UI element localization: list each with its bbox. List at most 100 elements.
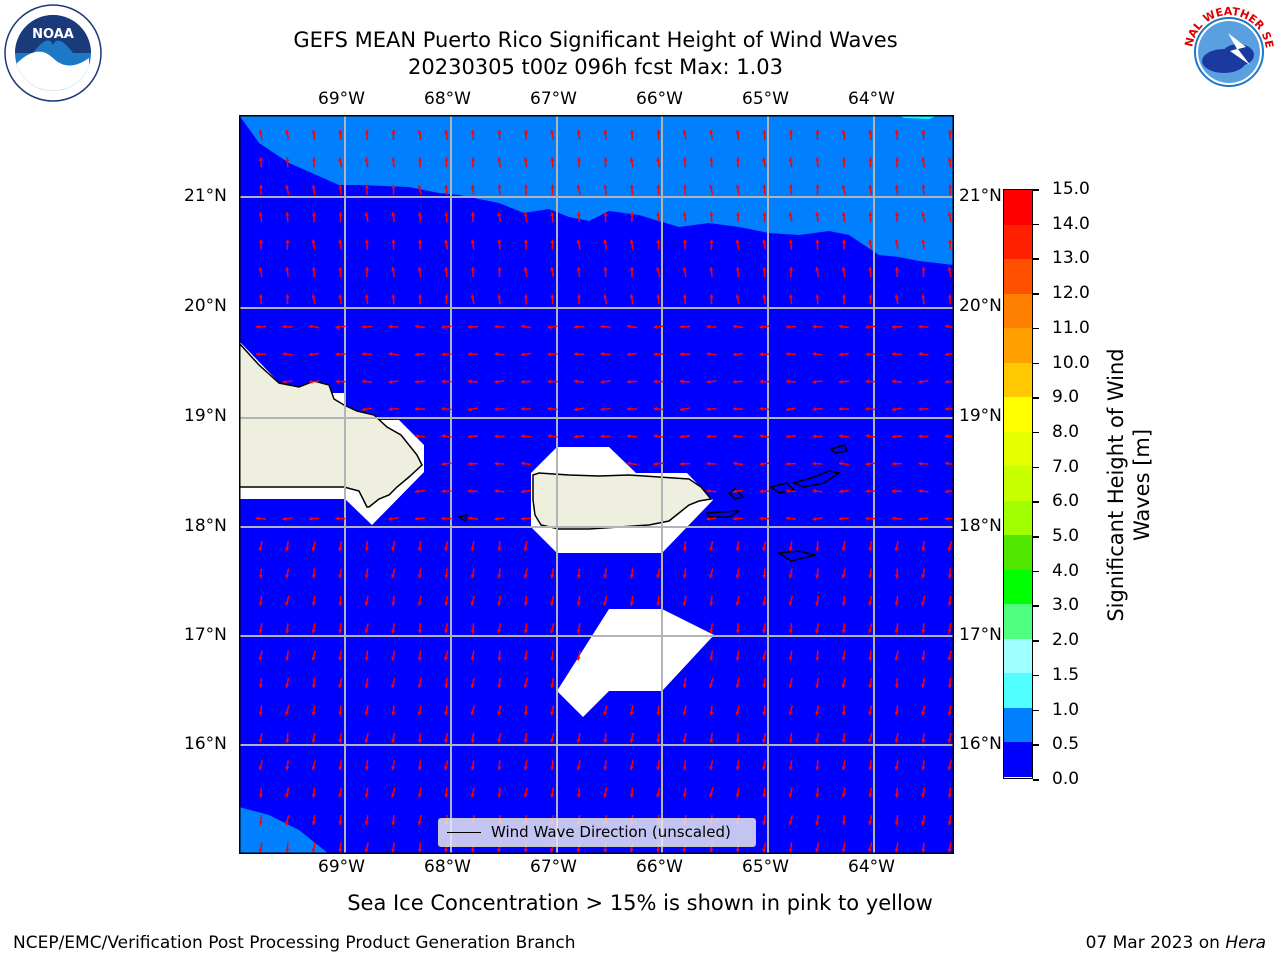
wind-wave-arrow <box>388 379 399 384</box>
wind-wave-arrow <box>391 623 396 634</box>
wind-wave-arrow <box>812 351 823 357</box>
wind-wave-arrow <box>682 732 687 743</box>
wind-wave-arrow <box>759 461 770 467</box>
wind-wave-arrow <box>921 129 926 141</box>
wind-wave-arrow <box>815 157 820 168</box>
wind-wave-arrow <box>868 732 873 743</box>
wind-wave-arrow <box>656 568 661 579</box>
wind-wave-arrow <box>335 379 346 384</box>
wind-wave-arrow <box>841 157 847 168</box>
colorbar-segment <box>1004 466 1032 502</box>
wind-wave-arrow <box>523 184 529 195</box>
wind-wave-arrow <box>891 489 903 494</box>
wind-wave-arrow <box>282 516 293 521</box>
wind-wave-arrow <box>364 705 369 716</box>
wind-wave-arrow <box>285 842 290 853</box>
wind-wave-arrow <box>258 212 263 223</box>
wind-wave-arrow <box>815 677 820 689</box>
wind-wave-arrow <box>868 760 873 771</box>
colorbar-tick-mark <box>1033 674 1039 677</box>
wind-wave-arrow <box>656 760 661 771</box>
wind-wave-arrow <box>391 650 396 661</box>
wind-wave-arrow <box>788 732 793 743</box>
wind-wave-arrow <box>258 677 264 689</box>
wind-wave-arrow <box>868 595 873 606</box>
wind-wave-arrow <box>308 379 320 384</box>
wind-wave-arrow <box>682 705 687 716</box>
wind-wave-arrow <box>682 787 687 798</box>
lat-label-right: 16°N <box>959 734 1002 754</box>
wind-wave-arrow <box>918 351 929 357</box>
wind-wave-arrow <box>732 434 744 439</box>
wind-wave-arrow <box>894 732 899 743</box>
lon-label-top: 67°W <box>530 89 577 109</box>
wind-wave-arrow <box>361 352 373 357</box>
colorbar-tick-label: 5.0 <box>1052 526 1080 547</box>
wind-wave-arrow <box>921 842 926 853</box>
colorbar-segment <box>1004 362 1032 398</box>
lon-label-bottom: 69°W <box>318 857 365 877</box>
wind-wave-arrow <box>388 407 399 412</box>
wind-wave-arrow <box>921 705 926 716</box>
wind-wave-arrow <box>600 351 611 357</box>
wind-wave-arrow <box>285 677 290 689</box>
wind-wave-arrow <box>921 787 926 798</box>
wind-wave-arrow <box>788 568 793 579</box>
wind-wave-arrow <box>603 239 608 250</box>
wind-wave-arrow <box>364 129 370 141</box>
colorbar-tick-label: 15.0 <box>1052 179 1090 199</box>
wind-wave-arrow <box>391 705 396 716</box>
wind-wave-arrow <box>762 239 767 250</box>
wind-wave-arrow <box>735 677 740 689</box>
wind-wave-arrow <box>759 489 770 494</box>
wind-wave-arrow <box>812 461 823 466</box>
wind-wave-arrow <box>656 705 661 716</box>
colorbar-tick-label: 1.0 <box>1052 699 1080 720</box>
wind-wave-arrow <box>550 129 555 141</box>
graticule <box>239 115 954 854</box>
wind-wave-arrow <box>576 568 582 579</box>
wind-wave-arrow <box>894 239 899 250</box>
lon-label-top: 64°W <box>848 89 895 109</box>
colorbar-tick-label: 7.0 <box>1052 456 1080 477</box>
wind-wave-arrow <box>338 814 343 826</box>
wind-wave-arrow <box>467 379 479 384</box>
wind-wave-arrow <box>388 351 399 357</box>
wind-wave-arrow <box>735 760 740 771</box>
lon-label-top: 65°W <box>742 89 789 109</box>
wind-wave-arrow <box>414 379 426 384</box>
noaa-logo-text: NOAA <box>32 27 74 42</box>
wind-wave-arrow <box>311 623 316 634</box>
wind-wave-arrow <box>285 705 290 716</box>
colorbar-tick-mark <box>1033 536 1039 538</box>
wind-wave-arrow <box>255 516 267 521</box>
wind-wave-arrow <box>868 568 873 579</box>
wind-wave-arrow <box>467 516 479 521</box>
wind-wave-arrow <box>762 184 767 195</box>
colorbar-segment <box>1004 707 1032 743</box>
wind-wave-arrow <box>285 157 290 168</box>
wind-wave-arrow <box>338 650 343 661</box>
wind-wave-arrow <box>682 568 687 579</box>
wind-wave-arrow <box>338 184 343 195</box>
wind-wave-arrow <box>497 623 502 634</box>
wind-wave-arrow <box>629 129 635 141</box>
wind-wave-arrow <box>947 157 952 168</box>
wind-wave-arrow <box>735 129 740 141</box>
wind-wave-arrow <box>364 623 369 634</box>
wind-wave-arrow <box>361 324 373 329</box>
wind-wave-arrow <box>308 324 320 329</box>
wind-wave-arrow <box>838 379 850 384</box>
wind-wave-arrow <box>311 212 317 223</box>
wind-wave-arrow <box>550 787 555 798</box>
wind-wave-arrow <box>258 814 263 826</box>
wind-wave-arrow <box>600 379 611 384</box>
wind-wave-arrow <box>311 595 316 606</box>
wind-wave-arrow <box>868 266 873 278</box>
colorbar-tick-label: 3.0 <box>1052 595 1080 616</box>
wind-wave-arrow <box>682 184 688 195</box>
wind-wave-arrow <box>682 157 687 168</box>
wind-wave-arrow <box>494 434 505 439</box>
wind-wave-arrow <box>759 516 770 521</box>
wind-wave-arrow <box>417 732 423 743</box>
